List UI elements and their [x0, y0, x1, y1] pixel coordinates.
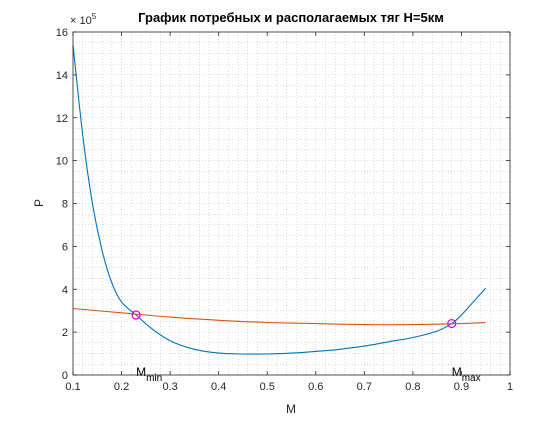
series-line-1 — [72, 44, 487, 355]
x-tick-label: 0.2 — [114, 381, 129, 393]
tick-layer: 0.1 0.2 0.3 0.4 0.5 0.6 0.7 0.8 0.9 1024681012141… — [56, 27, 513, 393]
x-axis-label: M — [286, 402, 296, 416]
series-layer — [72, 44, 487, 355]
x-tick-label: 0.9 — [454, 381, 469, 393]
x-tick-label: 0.5 — [260, 381, 275, 393]
marker-label-main: M — [452, 365, 462, 379]
x-tick-label: 0.3 — [162, 381, 177, 393]
marker-label-sub: max — [462, 373, 481, 384]
x-tick-label: 0.1 — [65, 381, 80, 393]
y-axis-exponent: × 105 — [70, 12, 97, 27]
x-tick-label: 0.4 — [211, 381, 226, 393]
marker-label-min: Mmin — [136, 365, 162, 384]
x-tick-label: 0.7 — [357, 381, 372, 393]
y-exponent-power: 5 — [92, 12, 97, 21]
marker-label-max: Mmax — [452, 365, 481, 384]
y-tick-label: 16 — [56, 27, 68, 39]
x-tick-label: 1 — [507, 381, 513, 393]
y-tick-label: 8 — [62, 199, 68, 211]
intersection-marker-max — [447, 318, 457, 329]
y-exponent-base: × 10 — [70, 15, 92, 27]
y-tick-label: 12 — [56, 113, 68, 125]
grid — [73, 32, 510, 375]
y-tick-label: 6 — [62, 241, 68, 253]
y-axis-label: P — [32, 199, 46, 207]
marker-layer: Mmin Mmax — [131, 310, 481, 384]
y-tick-label: 2 — [62, 327, 68, 339]
marker-label-sub: min — [146, 373, 162, 384]
y-tick-label: 10 — [56, 156, 68, 168]
y-tick-label: 4 — [62, 284, 68, 296]
x-tick-label: 0.6 — [308, 381, 323, 393]
x-tick-label: 0.8 — [405, 381, 420, 393]
y-tick-label: 0 — [62, 370, 68, 382]
intersection-marker-min — [131, 310, 141, 320]
series-line-2 — [72, 307, 486, 326]
chart-title: График потребных и располагаемых тяг H=5… — [138, 10, 444, 25]
marker-label-main: M — [136, 365, 146, 379]
y-tick-label: 14 — [56, 70, 68, 82]
